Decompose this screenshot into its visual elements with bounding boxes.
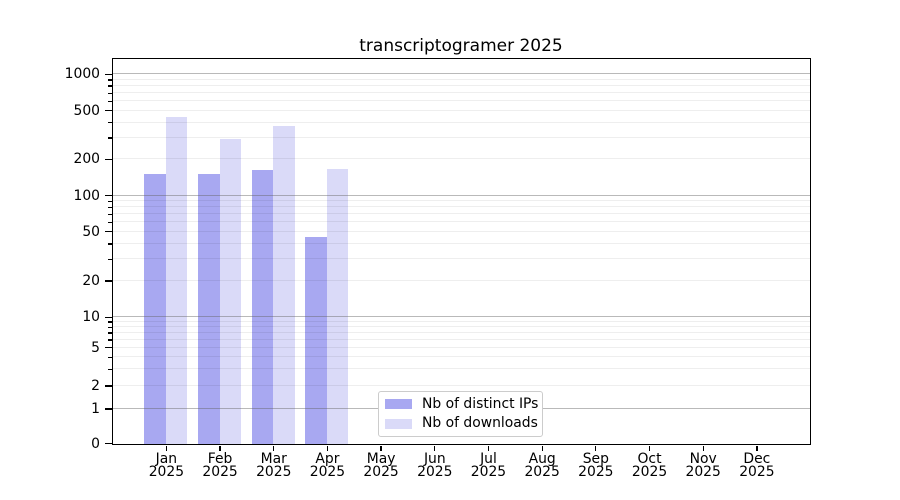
x-tick-mark	[380, 446, 382, 451]
y-minor-tick-mark	[108, 92, 112, 94]
legend-label-distinct-ips: Nb of distinct IPs	[422, 395, 539, 412]
y-minor-tick-mark	[108, 200, 112, 202]
y-tick-mark	[105, 443, 112, 445]
x-tick-mark	[756, 446, 758, 451]
y-minor-tick-mark	[108, 79, 112, 81]
y-tick-label: 2	[91, 378, 100, 394]
y-tick-mark	[105, 316, 112, 318]
legend-item-downloads: Nb of downloads	[385, 416, 542, 431]
bars-layer	[113, 59, 810, 445]
y-tick-label: 10	[82, 309, 100, 326]
x-tick-label: May 2025	[363, 450, 399, 480]
y-tick-mark	[105, 158, 112, 160]
legend-swatch-downloads	[385, 419, 412, 429]
y-tick-label: 200	[73, 151, 100, 168]
bar-distinct-ips-feb	[198, 173, 220, 444]
y-tick-label: 100	[73, 187, 100, 204]
y-tick-mark	[105, 408, 112, 410]
x-tick-mark	[273, 446, 275, 451]
legend-item-distinct-ips: Nb of distinct IPs	[385, 395, 542, 412]
y-minor-tick-mark	[108, 100, 112, 102]
x-tick-label: Jun 2025	[417, 450, 453, 480]
bar-downloads-jan	[165, 117, 188, 444]
x-tick-mark	[434, 446, 436, 451]
y-minor-tick-mark	[108, 326, 112, 328]
y-tick-mark	[105, 194, 112, 197]
y-minor-tick-mark	[108, 221, 112, 223]
x-tick-label: Jul 2025	[470, 450, 507, 480]
bar-distinct-ips-apr	[305, 236, 327, 444]
y-minor-tick-mark	[108, 356, 112, 358]
legend-label-downloads: Nb of downloads	[422, 415, 538, 432]
y-minor-tick-mark	[108, 137, 112, 139]
plot-area	[111, 57, 811, 445]
y-minor-tick-mark	[108, 321, 112, 323]
y-tick-mark	[105, 73, 112, 75]
x-tick-label: Jan 2025	[148, 450, 185, 480]
bar-distinct-ips-mar	[251, 170, 274, 444]
x-tick-mark	[595, 446, 597, 451]
y-tick-mark	[105, 110, 112, 112]
y-tick-label: 1	[91, 401, 100, 417]
x-tick-label: Sep 2025	[578, 450, 614, 480]
y-tick-label: 20	[82, 273, 100, 289]
bar-distinct-ips-jan	[144, 173, 166, 444]
x-tick-label: Apr 2025	[309, 450, 346, 480]
y-tick-label: 1000	[64, 66, 100, 83]
x-tick-mark	[541, 446, 543, 451]
x-tick-mark	[648, 446, 651, 451]
y-tick-mark	[105, 385, 112, 387]
y-minor-tick-mark	[108, 243, 112, 245]
y-minor-tick-mark	[108, 206, 112, 209]
x-tick-label: Dec 2025	[739, 450, 775, 480]
y-minor-tick-mark	[108, 85, 112, 87]
y-minor-tick-mark	[108, 332, 112, 334]
x-tick-label: Aug 2025	[524, 450, 560, 480]
x-tick-label: Mar 2025	[256, 450, 292, 480]
x-tick-mark	[487, 446, 490, 451]
y-tick-label: 50	[82, 223, 100, 240]
x-tick-mark	[219, 446, 221, 451]
y-tick-label: 0	[91, 435, 100, 452]
y-minor-tick-mark	[108, 368, 112, 370]
y-minor-tick-mark	[108, 122, 112, 124]
x-tick-label: Feb 2025	[202, 450, 238, 480]
bar-downloads-mar	[273, 126, 295, 444]
y-tick-label: 500	[73, 102, 100, 119]
y-tick-label: 5	[91, 339, 100, 356]
bar-downloads-feb	[219, 139, 242, 444]
y-tick-mark	[105, 347, 112, 349]
legend-swatch-distinct-ips	[385, 399, 412, 409]
y-tick-mark	[105, 280, 112, 282]
y-tick-mark	[105, 231, 112, 233]
y-minor-tick-mark	[108, 258, 112, 260]
x-tick-mark	[702, 446, 704, 451]
chart-title: transcriptogramer 2025	[359, 36, 563, 56]
x-tick-label: Oct 2025	[631, 450, 668, 480]
x-tick-mark	[326, 446, 329, 451]
y-minor-tick-mark	[108, 339, 112, 341]
x-tick-mark	[165, 446, 168, 451]
y-minor-tick-mark	[108, 213, 112, 215]
legend: Nb of distinct IPs Nb of downloads	[378, 391, 543, 437]
x-tick-label: Nov 2025	[685, 450, 721, 480]
bar-downloads-apr	[326, 168, 349, 444]
